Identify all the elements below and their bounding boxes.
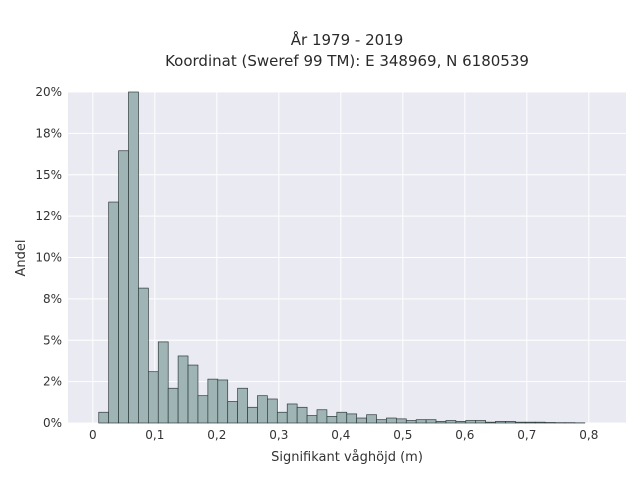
y-tick-label: 12%	[35, 209, 62, 223]
y-tick-label: 2%	[43, 375, 62, 389]
histogram-bar	[257, 395, 268, 424]
histogram-bar	[227, 401, 238, 424]
histogram-bar	[148, 371, 159, 424]
histogram-bar	[296, 406, 308, 424]
histogram-bar	[505, 420, 516, 424]
y-tick-label: 0%	[43, 416, 62, 430]
histogram-bar	[267, 398, 278, 424]
histogram-bar	[157, 341, 169, 424]
x-tick-label: 0,2	[207, 428, 226, 442]
histogram-bar	[167, 387, 179, 424]
x-axis-label: Signifikant våghöjd (m)	[271, 450, 423, 465]
histogram-bar	[455, 420, 467, 424]
y-tick-label: 15%	[35, 168, 62, 182]
histogram-bar	[118, 150, 129, 424]
histogram-bar	[108, 201, 119, 424]
y-tick-label: 18%	[35, 126, 62, 140]
y-tick-label: 5%	[43, 333, 62, 347]
histogram-bar	[485, 421, 496, 424]
y-tick-labels: 0% 2% 5% 8% 10% 12% 15% 18% 20%	[35, 85, 62, 430]
histogram-bar	[415, 419, 427, 424]
histogram-bar	[177, 355, 189, 424]
x-tick-label: 0	[89, 428, 97, 442]
histogram-bar	[207, 378, 219, 424]
y-tick-label: 8%	[43, 292, 62, 306]
x-tick-label: 0,6	[455, 428, 474, 442]
histogram-bars	[98, 91, 586, 424]
x-tick-label: 0,7	[517, 428, 536, 442]
histogram-bar	[396, 418, 407, 424]
histogram-bar	[197, 395, 209, 424]
x-tick-label: 0,4	[331, 428, 350, 442]
histogram-bar	[247, 406, 258, 424]
histogram-bar	[435, 420, 447, 424]
histogram-bar	[138, 287, 149, 424]
histogram-bar	[445, 420, 457, 424]
x-tick-label: 0,1	[145, 428, 164, 442]
x-tick-label: 0,5	[393, 428, 412, 442]
histogram-bar	[495, 420, 506, 424]
histogram-bar	[356, 417, 367, 424]
histogram-bar	[376, 419, 387, 424]
histogram-bar	[405, 420, 417, 424]
grid-lines	[68, 91, 626, 424]
histogram-bar	[326, 416, 338, 424]
histogram-bar	[237, 387, 248, 424]
y-tick-label: 20%	[35, 85, 62, 99]
histogram-bar	[346, 413, 358, 424]
chart-title-line1: År 1979 - 2019	[291, 30, 404, 49]
y-axis-label: Andel	[14, 240, 29, 277]
histogram-bar	[475, 420, 486, 424]
histogram-bar	[316, 409, 328, 424]
histogram-bar	[128, 91, 139, 424]
histogram-bar	[366, 414, 377, 424]
y-tick-label: 10%	[35, 251, 62, 265]
x-tick-labels: 0 0,1 0,2 0,3 0,4 0,5 0,6 0,7 0,8	[89, 428, 598, 442]
histogram-bar	[98, 411, 110, 424]
histogram-bar	[524, 421, 536, 424]
x-tick-label: 0,8	[579, 428, 598, 442]
histogram-bar	[306, 415, 318, 424]
histogram-bar	[515, 421, 526, 424]
histogram-bar	[276, 411, 288, 424]
histogram-bar	[336, 411, 348, 424]
histogram-bar	[386, 417, 397, 424]
histogram-bar	[217, 379, 229, 424]
histogram-bar	[286, 403, 298, 424]
chart-title-line2: Koordinat (Sweref 99 TM): E 348969, N 61…	[165, 52, 529, 70]
histogram-bar	[534, 421, 546, 424]
x-tick-label: 0,3	[269, 428, 288, 442]
histogram-bar	[187, 364, 199, 424]
histogram-bar	[425, 419, 437, 424]
histogram-bar	[465, 420, 477, 424]
